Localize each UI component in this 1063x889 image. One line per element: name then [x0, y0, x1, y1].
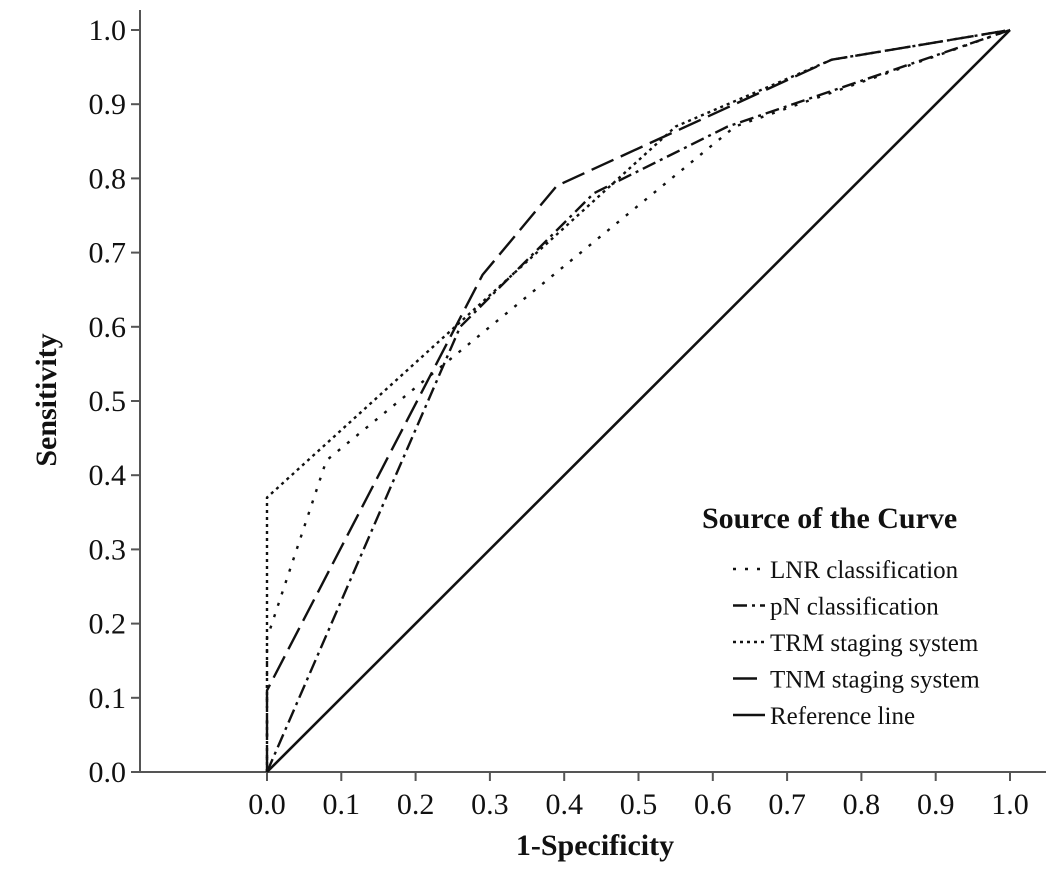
x-tick-label: 0.9: [917, 788, 955, 821]
series-group: [265, 28, 1011, 773]
y-tick-label: 0.3: [89, 533, 127, 566]
y-tick-label: 0.2: [89, 608, 127, 641]
legend-label-tnm-staging-system: TNM staging system: [770, 667, 980, 694]
axes: [139, 10, 1046, 773]
series-line-pn-classification: [265, 28, 1011, 773]
legend-label-reference-line: Reference line: [770, 703, 915, 730]
y-tick-label: 0.6: [89, 311, 127, 344]
x-tick-label: 0.0: [248, 788, 286, 821]
y-tick-label: 0.4: [89, 459, 127, 492]
y-tick-label: 0.9: [89, 88, 127, 121]
y-axis-title: Sensitivity: [30, 333, 63, 466]
legend-label-lnr-classification: LNR classification: [770, 557, 959, 584]
legend: Source of the Curve LNR classification pN…: [702, 502, 980, 730]
series-line-reference-line: [266, 29, 1011, 773]
x-tick-label: 0.2: [397, 788, 435, 821]
y-tick-label: 0.1: [89, 682, 127, 715]
y-tick-label: 0.7: [89, 237, 127, 270]
series-line-tnm-staging-system: [265, 28, 1011, 772]
x-tick-label: 1.0: [991, 788, 1029, 821]
legend-label-trm-staging-system: TRM staging system: [770, 630, 979, 657]
x-axis-title: 1-Specificity: [516, 829, 674, 862]
y-tick-label: 0.5: [89, 385, 127, 418]
y-tick-label: 1.0: [89, 14, 127, 47]
x-tick-label: 0.5: [620, 788, 658, 821]
legend-label-pn-classification: pN classification: [770, 594, 939, 621]
x-tick-label: 0.4: [545, 788, 583, 821]
y-tick-label: 0.0: [89, 756, 127, 789]
x-tick-label: 0.1: [323, 788, 361, 821]
x-tick-label: 0.7: [768, 788, 806, 821]
series-line-trm-staging-system: [265, 28, 1011, 772]
x-tick-label: 0.3: [471, 788, 509, 821]
x-tick-label: 0.8: [843, 788, 881, 821]
legend-title: Source of the Curve: [702, 502, 957, 535]
x-tick-label: 0.6: [694, 788, 732, 821]
ticks: 0.0 0.1 0.2 0.3 0.4 0.5 0.6 0.7 0.8 0.9 1.0 0.0 0.1 0…: [89, 14, 1029, 821]
y-tick-label: 0.8: [89, 162, 127, 195]
